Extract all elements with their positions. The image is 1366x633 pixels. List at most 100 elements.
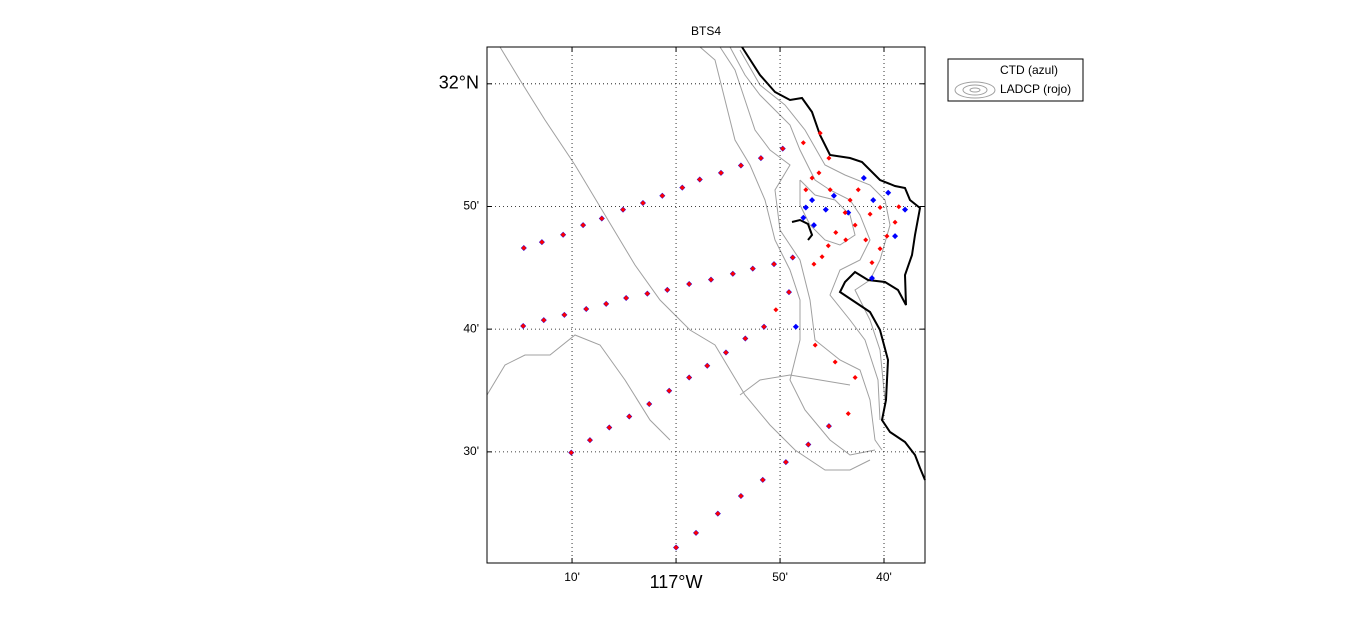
station-marker <box>825 243 831 249</box>
legend-symbol <box>962 84 988 96</box>
station-marker <box>845 411 851 417</box>
station-marker <box>673 545 679 551</box>
station-marker <box>783 459 789 465</box>
x-tick-label: 117°W <box>650 572 703 592</box>
station-marker <box>723 349 729 355</box>
station-marker <box>738 163 744 169</box>
station-marker <box>718 170 724 176</box>
station-marker <box>868 275 875 282</box>
station-marker <box>620 207 626 213</box>
station-marker <box>761 324 767 330</box>
x-tick-label: 50' <box>772 570 788 584</box>
station-marker <box>817 130 823 136</box>
station-marker <box>790 255 796 261</box>
stations <box>520 130 909 551</box>
station-marker <box>805 441 811 447</box>
station-marker <box>786 289 792 295</box>
tick-labels: 10' 117°W 50' 40' 30' 40' 50' 32°N <box>439 73 892 592</box>
station-marker <box>819 254 825 260</box>
contour <box>719 46 883 451</box>
y-tick-label: 50' <box>463 199 479 213</box>
station-marker <box>771 261 777 267</box>
station-marker <box>659 193 665 199</box>
y-tick-label: 40' <box>463 321 479 335</box>
station-marker <box>664 287 670 293</box>
coastline <box>741 46 926 481</box>
station-marker <box>896 204 902 210</box>
station-marker <box>809 197 816 204</box>
station-marker <box>810 222 817 229</box>
x-tick-label: 10' <box>564 570 580 584</box>
map-title: BTS4 <box>691 24 721 38</box>
station-marker <box>877 246 883 252</box>
contour <box>729 46 881 421</box>
station-marker <box>560 232 566 238</box>
station-marker <box>644 291 650 297</box>
station-marker <box>826 423 832 429</box>
station-marker <box>697 176 703 182</box>
station-marker <box>773 307 779 313</box>
station-marker <box>666 388 672 394</box>
legend: CTD (azul) LADCP (rojo) <box>947 58 1084 102</box>
contour <box>486 334 671 441</box>
y-tick-label: 32°N <box>439 73 479 93</box>
station-marker <box>640 200 646 206</box>
station-marker <box>521 245 527 251</box>
station-marker <box>860 175 867 182</box>
station-marker <box>742 335 748 341</box>
station-marker <box>870 197 877 204</box>
station-marker <box>812 342 818 348</box>
station-marker <box>809 175 815 181</box>
station-marker <box>792 323 799 330</box>
station-marker <box>561 312 567 318</box>
station-marker <box>715 511 721 517</box>
station-marker <box>892 233 899 240</box>
station-marker <box>885 189 892 196</box>
plot-frame <box>486 46 926 564</box>
station-marker <box>800 140 806 146</box>
station-marker <box>568 450 574 456</box>
station-marker <box>606 425 612 431</box>
contour <box>499 46 871 471</box>
legend-box <box>947 58 1084 102</box>
legend-label: LADCP (rojo) <box>1000 82 1071 96</box>
station-marker <box>852 375 858 381</box>
x-tick-label: 40' <box>876 570 892 584</box>
station-marker <box>830 192 837 199</box>
station-marker <box>847 197 853 203</box>
station-marker <box>832 359 838 365</box>
station-marker <box>822 206 829 213</box>
station-marker <box>902 206 909 213</box>
station-marker <box>679 185 685 191</box>
station-marker <box>892 219 898 225</box>
station-marker <box>877 204 883 210</box>
station-marker <box>826 155 832 161</box>
contour <box>699 46 876 456</box>
station-marker <box>816 170 822 176</box>
station-marker <box>738 493 744 499</box>
station-marker <box>646 401 652 407</box>
station-marker <box>623 295 629 301</box>
station-marker <box>803 187 809 193</box>
station-marker <box>827 187 833 193</box>
station-marker <box>842 210 848 216</box>
station-marker <box>541 317 547 323</box>
station-marker <box>686 375 692 381</box>
contour <box>739 374 851 396</box>
station-marker <box>704 363 710 369</box>
station-marker <box>603 301 609 307</box>
station-marker <box>884 233 890 239</box>
station-marker <box>686 281 692 287</box>
station-marker <box>708 277 714 283</box>
station-marker <box>869 260 875 266</box>
station-marker <box>730 271 736 277</box>
legend-symbol <box>969 87 981 93</box>
station-marker <box>845 209 852 216</box>
station-marker <box>520 323 526 329</box>
coastline <box>791 218 814 241</box>
station-marker <box>583 306 589 312</box>
station-marker <box>626 414 632 420</box>
station-marker <box>693 530 699 536</box>
